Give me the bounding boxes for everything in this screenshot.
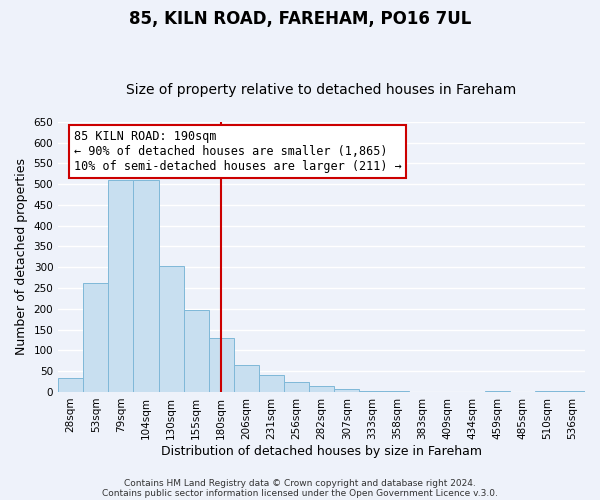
- Title: Size of property relative to detached houses in Fareham: Size of property relative to detached ho…: [127, 83, 517, 97]
- Bar: [385, 391, 409, 392]
- Bar: [334, 388, 359, 392]
- Bar: [234, 365, 259, 392]
- Bar: [284, 382, 309, 392]
- Bar: [259, 376, 284, 392]
- Text: 85 KILN ROAD: 190sqm
← 90% of detached houses are smaller (1,865)
10% of semi-de: 85 KILN ROAD: 190sqm ← 90% of detached h…: [74, 130, 402, 173]
- Bar: [560, 391, 585, 392]
- Text: 85, KILN ROAD, FAREHAM, PO16 7UL: 85, KILN ROAD, FAREHAM, PO16 7UL: [129, 10, 471, 28]
- X-axis label: Distribution of detached houses by size in Fareham: Distribution of detached houses by size …: [161, 444, 482, 458]
- Bar: [309, 386, 334, 392]
- Bar: [83, 282, 109, 392]
- Bar: [535, 391, 560, 392]
- Text: Contains HM Land Registry data © Crown copyright and database right 2024.: Contains HM Land Registry data © Crown c…: [124, 478, 476, 488]
- Bar: [109, 180, 133, 392]
- Y-axis label: Number of detached properties: Number of detached properties: [15, 158, 28, 356]
- Bar: [359, 391, 385, 392]
- Bar: [485, 391, 510, 392]
- Bar: [133, 180, 158, 392]
- Bar: [184, 310, 209, 392]
- Bar: [58, 378, 83, 392]
- Bar: [209, 338, 234, 392]
- Text: Contains public sector information licensed under the Open Government Licence v.: Contains public sector information licen…: [102, 488, 498, 498]
- Bar: [158, 266, 184, 392]
